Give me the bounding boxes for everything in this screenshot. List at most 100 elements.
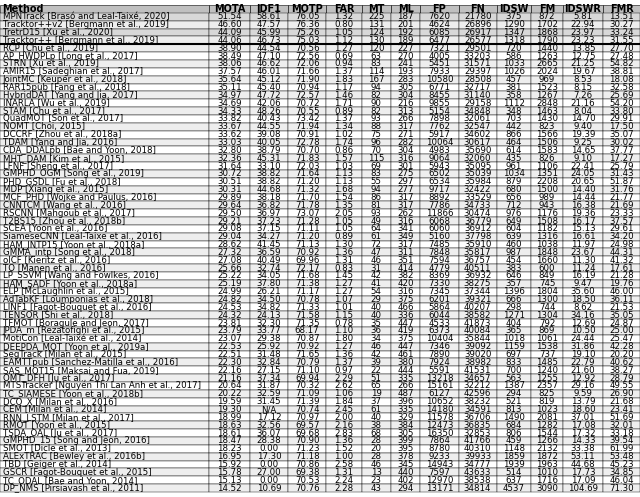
Bar <box>326 193 362 201</box>
Text: 25.00: 25.00 <box>609 327 634 335</box>
Text: 29501: 29501 <box>464 44 492 53</box>
Bar <box>497 233 531 241</box>
Bar <box>326 131 362 139</box>
Text: 6534: 6534 <box>428 177 451 186</box>
Bar <box>604 469 640 476</box>
Bar <box>0 5 209 13</box>
Text: 1396: 1396 <box>503 287 525 296</box>
Bar <box>604 311 640 319</box>
Text: 72: 72 <box>371 240 381 249</box>
Bar <box>326 311 362 319</box>
Text: 7330: 7330 <box>428 279 451 288</box>
Bar <box>420 107 458 115</box>
Text: 33.67: 33.67 <box>218 122 242 131</box>
Bar <box>563 343 604 350</box>
Text: 316: 316 <box>397 154 414 163</box>
Bar <box>563 68 604 76</box>
Text: 1.35: 1.35 <box>334 201 353 210</box>
Bar <box>362 209 391 217</box>
Bar <box>604 241 640 248</box>
Bar <box>458 248 497 256</box>
Text: 1387: 1387 <box>503 382 525 391</box>
Bar <box>604 209 640 217</box>
Text: 34814: 34814 <box>464 484 492 493</box>
Bar <box>250 28 288 36</box>
Bar <box>420 350 458 358</box>
Bar <box>604 288 640 296</box>
Bar <box>420 186 458 193</box>
Bar <box>0 60 209 68</box>
Bar <box>209 162 250 170</box>
Bar <box>362 21 391 28</box>
Text: 33203: 33203 <box>464 52 492 61</box>
Bar <box>391 107 420 115</box>
Bar <box>250 350 288 358</box>
Text: 72.17: 72.17 <box>295 263 319 273</box>
Text: FN: FN <box>470 4 485 14</box>
Bar <box>497 131 531 139</box>
Bar <box>326 374 362 382</box>
Bar <box>458 256 497 264</box>
Bar <box>563 115 604 123</box>
Bar <box>391 382 420 390</box>
Text: 24.05: 24.05 <box>571 169 595 178</box>
Text: 37798: 37798 <box>464 232 492 241</box>
Text: 378: 378 <box>397 452 414 461</box>
Bar <box>326 178 362 186</box>
Text: 23.79: 23.79 <box>218 327 242 335</box>
Bar <box>563 201 604 209</box>
Bar <box>420 437 458 445</box>
Bar <box>604 52 640 60</box>
Bar <box>497 272 531 280</box>
Bar <box>288 233 326 241</box>
Text: LFNF [Sheng et al., 2017]: LFNF [Sheng et al., 2017] <box>3 162 113 170</box>
Text: 35.64: 35.64 <box>218 75 242 84</box>
Bar <box>288 193 326 201</box>
Bar <box>362 414 391 421</box>
Text: 34.33: 34.33 <box>218 106 242 115</box>
Bar <box>362 178 391 186</box>
Text: LINF1 [Fagot-Bouquet et al., 2016]: LINF1 [Fagot-Bouquet et al., 2016] <box>3 303 151 312</box>
Bar <box>531 60 563 68</box>
Text: 72.03: 72.03 <box>295 162 319 170</box>
Text: 6771: 6771 <box>428 83 451 92</box>
Bar <box>209 28 250 36</box>
Text: 41873: 41873 <box>464 319 492 328</box>
Bar <box>362 99 391 107</box>
Bar <box>362 162 391 170</box>
Bar <box>531 476 563 484</box>
Text: 37.77: 37.77 <box>609 146 634 155</box>
Bar <box>531 445 563 453</box>
Text: 58.61: 58.61 <box>257 12 281 21</box>
Text: 33.82: 33.82 <box>218 114 242 123</box>
Bar <box>604 115 640 123</box>
Text: 2.24: 2.24 <box>334 476 353 485</box>
Bar <box>250 280 288 288</box>
Text: 1790: 1790 <box>536 36 558 45</box>
Bar <box>362 186 391 193</box>
Text: 7762: 7762 <box>428 122 451 131</box>
Text: 38.49: 38.49 <box>218 52 242 61</box>
Bar <box>531 296 563 304</box>
Bar <box>250 225 288 233</box>
Text: 1.36: 1.36 <box>334 350 353 359</box>
Text: 42.28: 42.28 <box>609 342 634 351</box>
Text: 1702: 1702 <box>536 20 558 29</box>
Bar <box>209 264 250 272</box>
Bar <box>531 350 563 358</box>
Text: 54.82: 54.82 <box>609 59 634 69</box>
Bar <box>604 139 640 147</box>
Text: 9.25: 9.25 <box>573 138 593 147</box>
Text: 27.00: 27.00 <box>257 468 281 477</box>
Text: 2357: 2357 <box>536 382 558 391</box>
Text: 38982: 38982 <box>464 358 492 367</box>
Text: 167: 167 <box>368 75 385 84</box>
Bar <box>563 350 604 358</box>
Bar <box>209 358 250 366</box>
Bar <box>326 83 362 91</box>
Text: 71.30: 71.30 <box>609 484 634 493</box>
Bar <box>420 484 458 492</box>
Bar <box>604 476 640 484</box>
Text: 34.50: 34.50 <box>257 295 281 304</box>
Text: 381: 381 <box>506 83 522 92</box>
